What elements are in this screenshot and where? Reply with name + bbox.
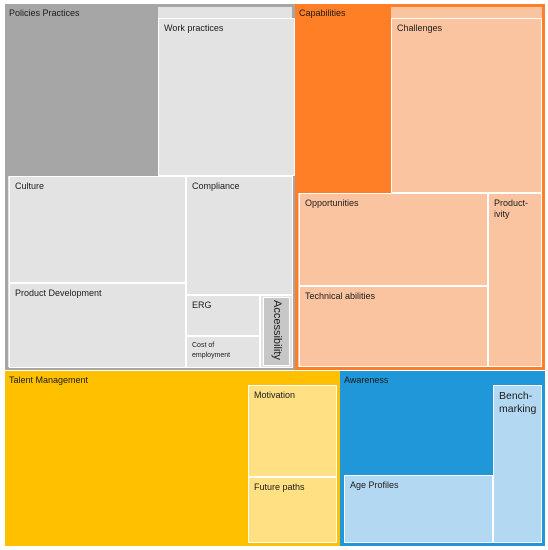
cell-label-technical-abilities: Technical abilities xyxy=(305,291,376,301)
cell-technical-abilities: Technical abilities xyxy=(299,286,488,367)
group-talent-management: Talent Management Motivation Future path… xyxy=(5,371,340,546)
cell-label-age-profiles: Age Profiles xyxy=(350,480,399,490)
cell-future-paths: Future paths xyxy=(248,477,337,543)
cell-label-erg: ERG xyxy=(192,300,212,310)
cell-age-profiles: Age Profiles xyxy=(344,475,493,543)
cell-product-development: Product Development xyxy=(9,283,186,368)
policies-practices-header-block: Policies Practices xyxy=(8,7,158,176)
group-label-awareness: Awareness xyxy=(344,375,389,385)
cell-label-product-development: Product Development xyxy=(15,288,102,298)
group-label-talent-management: Talent Management xyxy=(9,375,89,385)
group-policies-practices: Policies Practices Work practices Cultur… xyxy=(5,4,295,370)
cell-cost-of-employment: Cost of employment xyxy=(186,336,260,368)
cell-accessibility: Accessibility xyxy=(260,295,293,368)
group-capabilities: Capabilities Challenges Opportunities Pr… xyxy=(295,4,545,370)
cell-label-culture: Culture xyxy=(15,181,45,191)
accessibility-inner: Accessibility xyxy=(263,297,290,366)
cell-compliance: Compliance xyxy=(186,176,293,295)
cell-benchmarking: Bench-marking xyxy=(493,385,542,543)
group-label-capabilities: Capabilities xyxy=(299,8,346,18)
capabilities-header-block: Capabilities xyxy=(298,7,391,193)
cell-label-compliance: Compliance xyxy=(192,181,240,191)
cell-productivity: Product-ivity xyxy=(488,193,542,367)
cell-label-opportunities: Opportunities xyxy=(305,198,359,208)
cell-label-future-paths: Future paths xyxy=(254,482,305,492)
cell-culture: Culture xyxy=(9,176,186,283)
cell-label-accessibility: Accessibility xyxy=(271,300,283,360)
cell-opportunities: Opportunities xyxy=(299,193,488,286)
group-awareness: Awareness Bench-marking Age Profiles xyxy=(340,371,545,546)
cell-erg: ERG xyxy=(186,295,260,336)
cell-label-motivation: Motivation xyxy=(254,390,296,400)
cell-label-cost-of-employment: Cost of employment xyxy=(192,342,231,359)
cell-motivation: Motivation xyxy=(248,385,337,477)
cell-label-work-practices: Work practices xyxy=(164,23,224,33)
cell-challenges: Challenges xyxy=(391,18,542,193)
cell-work-practices: Work practices xyxy=(158,18,295,176)
cell-label-challenges: Challenges xyxy=(397,23,443,33)
cell-label-productivity: Product-ivity xyxy=(494,198,529,219)
group-label-policies-practices: Policies Practices xyxy=(9,8,80,18)
cell-label-benchmarking: Bench-marking xyxy=(499,390,537,415)
